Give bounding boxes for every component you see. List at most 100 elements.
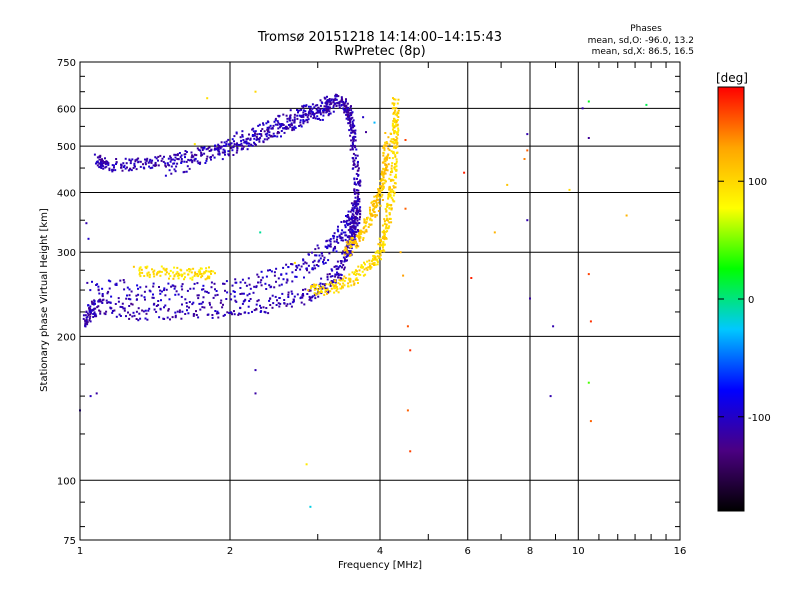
echo-point — [247, 142, 250, 145]
echo-point — [262, 141, 265, 144]
echo-point — [348, 242, 351, 245]
echo-point — [382, 236, 385, 239]
echo-point — [381, 246, 384, 249]
echo-point — [355, 183, 357, 186]
echo-point — [186, 309, 188, 312]
echo-point — [318, 109, 321, 112]
echo-point — [243, 311, 246, 314]
echo-point — [281, 292, 284, 295]
echo-point — [126, 286, 129, 289]
echo-point — [395, 162, 398, 165]
echo-point — [294, 269, 297, 271]
echo-point — [201, 288, 203, 291]
echo-point — [328, 103, 331, 106]
echo-point — [390, 204, 393, 206]
echo-point — [385, 157, 388, 160]
chart-title: Tromsø 20151218 14:14:00–14:15:43 — [257, 30, 502, 45]
echo-point — [334, 287, 337, 290]
echo-point — [355, 234, 358, 237]
echo-point — [352, 225, 355, 228]
echo-point — [208, 266, 210, 269]
echo-point — [160, 265, 163, 268]
echo-point — [240, 142, 243, 145]
echo-point — [311, 103, 314, 106]
echo-point — [325, 240, 328, 243]
echo-point — [98, 158, 101, 161]
echo-point — [193, 158, 196, 161]
echo-point — [353, 162, 356, 165]
echo-point — [350, 144, 353, 147]
echo-point — [232, 290, 235, 293]
echo-point — [104, 163, 107, 165]
echo-point — [366, 216, 369, 219]
echo-point — [359, 180, 362, 183]
echo-point — [86, 312, 89, 315]
echo-point — [317, 289, 319, 292]
echo-point — [319, 113, 322, 116]
echo-point — [92, 316, 95, 318]
echo-point — [353, 188, 356, 191]
echo-point — [317, 260, 320, 263]
echo-point — [337, 282, 340, 285]
echo-point — [163, 306, 165, 309]
echo-point — [233, 135, 236, 138]
echo-point — [113, 309, 116, 312]
echo-point — [127, 169, 130, 172]
echo-point — [101, 287, 104, 290]
echo-point — [210, 158, 212, 161]
echo-point — [260, 133, 263, 136]
echo-point — [374, 256, 377, 259]
echo-point — [357, 183, 360, 186]
echo-point — [207, 276, 210, 279]
echo-point — [349, 244, 352, 247]
echo-point — [135, 168, 138, 171]
echo-point — [338, 101, 341, 104]
echo-point — [260, 134, 263, 137]
echo-point — [255, 138, 258, 141]
echo-point — [155, 157, 158, 160]
echo-point — [354, 228, 357, 231]
echo-point — [210, 306, 213, 309]
echo-point — [353, 283, 356, 286]
echo-point — [175, 290, 178, 293]
echo-point — [306, 293, 309, 295]
echo-point — [202, 284, 205, 287]
echo-point — [369, 212, 371, 215]
echo-point — [227, 138, 230, 141]
echo-point — [267, 128, 270, 131]
echo-point — [323, 284, 326, 287]
echo-point — [326, 278, 329, 281]
echo-point — [186, 269, 189, 272]
echo-point — [291, 280, 294, 283]
echo-point — [229, 311, 232, 314]
echo-point — [282, 124, 285, 126]
echo-point — [207, 313, 210, 316]
echo-point — [152, 303, 155, 306]
echo-point — [369, 217, 372, 220]
echo-point — [101, 293, 104, 295]
echo-point — [214, 294, 217, 297]
echo-point — [359, 235, 362, 238]
echo-point — [138, 269, 141, 272]
echo-point — [163, 287, 166, 290]
echo-point — [154, 161, 157, 164]
echo-point — [145, 159, 148, 162]
echo-point — [269, 297, 272, 300]
echo-point — [329, 100, 332, 103]
echo-point — [357, 189, 360, 192]
echo-point — [321, 285, 324, 288]
echo-point — [327, 291, 330, 294]
scattered-point — [350, 109, 353, 112]
echo-point — [217, 316, 220, 319]
echo-point — [388, 217, 391, 220]
echo-point — [321, 283, 324, 286]
echo-point — [332, 106, 335, 109]
echo-point — [377, 198, 379, 201]
echo-point — [187, 312, 190, 315]
echo-point — [320, 277, 323, 280]
echo-point — [164, 273, 167, 276]
echo-point — [339, 279, 342, 282]
echo-point — [333, 232, 336, 235]
echo-point — [245, 284, 248, 287]
echo-point — [180, 269, 183, 272]
